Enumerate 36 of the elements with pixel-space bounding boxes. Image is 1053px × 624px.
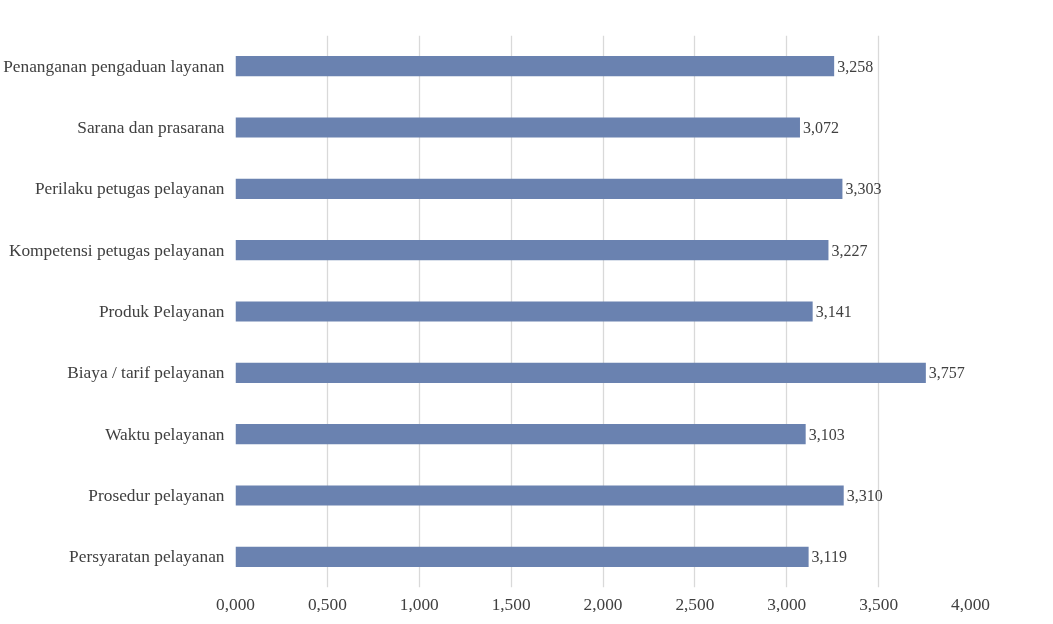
y-tick-label: Sarana dan prasarana bbox=[77, 118, 225, 137]
y-tick-label: Produk Pelayanan bbox=[98, 302, 225, 321]
bar bbox=[235, 546, 809, 567]
y-tick-label: Biaya / tarif pelayanan bbox=[67, 363, 225, 383]
y-tick-label: Perilaku petugas pelayanan bbox=[34, 179, 225, 199]
data-label: 3,072 bbox=[802, 119, 839, 136]
data-label: 3,310 bbox=[846, 487, 883, 504]
bar bbox=[235, 362, 926, 383]
bar bbox=[235, 56, 835, 77]
y-tick-label: Kompetensi petugas pelayanan bbox=[8, 240, 225, 260]
x-tick-label: 0,000 bbox=[216, 594, 256, 614]
bar bbox=[235, 485, 844, 506]
bar bbox=[235, 240, 829, 261]
x-tick-label: 0,500 bbox=[307, 594, 347, 614]
bar bbox=[235, 424, 806, 445]
x-tick-label: 1,500 bbox=[491, 594, 531, 614]
x-tick-label: 3,500 bbox=[859, 594, 899, 614]
data-label: 3,303 bbox=[845, 180, 882, 198]
y-tick-label: Persyaratan pelayanan bbox=[69, 547, 225, 567]
data-label: 3,258 bbox=[837, 57, 874, 75]
data-label: 3,141 bbox=[815, 303, 852, 320]
x-tick-label: 2,000 bbox=[583, 594, 623, 614]
y-tick-label: Waktu pelayanan bbox=[105, 424, 225, 444]
data-label: 3,119 bbox=[811, 548, 848, 566]
x-tick-label: 2,500 bbox=[675, 594, 715, 614]
x-tick-label: 3,000 bbox=[767, 594, 807, 614]
data-label: 3,227 bbox=[831, 241, 868, 259]
y-tick-label: Prosedur pelayanan bbox=[88, 486, 225, 505]
bar bbox=[235, 301, 813, 322]
x-tick-label: 4,000 bbox=[951, 594, 991, 614]
bar bbox=[235, 117, 800, 138]
data-label: 3,757 bbox=[928, 364, 965, 382]
data-label: 3,103 bbox=[808, 425, 845, 443]
y-tick-label: Penanganan pengaduan layanan bbox=[3, 56, 225, 76]
x-tick-label: 1,000 bbox=[399, 594, 439, 614]
bar bbox=[235, 178, 843, 199]
